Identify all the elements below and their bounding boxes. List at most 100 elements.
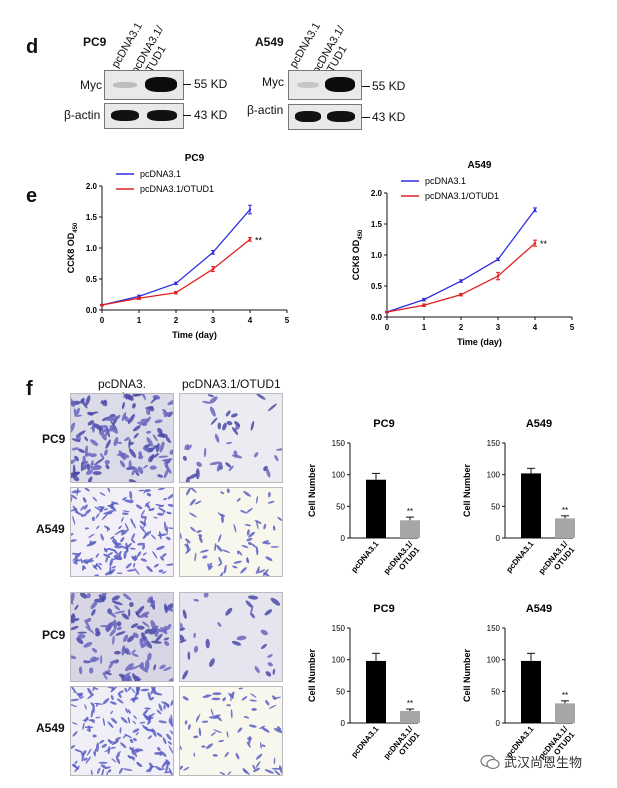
cell [163, 521, 167, 532]
cell [185, 476, 190, 482]
cell [121, 675, 131, 681]
cell [127, 413, 136, 424]
cell [230, 413, 238, 418]
cell [105, 557, 108, 563]
cell [168, 767, 173, 775]
cell [128, 438, 131, 449]
cell [139, 721, 146, 724]
cell [105, 464, 110, 470]
cell [122, 768, 133, 771]
data-point [137, 297, 141, 300]
cell [272, 696, 282, 700]
cell [120, 537, 125, 543]
cell [260, 643, 267, 650]
cell [71, 539, 77, 543]
cell [250, 693, 257, 698]
cell [90, 601, 98, 610]
y-tick-label: 150 [487, 439, 501, 448]
cell [127, 709, 131, 714]
cell [133, 678, 142, 681]
cell [147, 713, 155, 718]
cell [120, 545, 127, 549]
cell [189, 488, 197, 493]
cell [115, 737, 122, 741]
y-tick-label: 0.5 [371, 282, 383, 291]
cell [101, 416, 111, 421]
cell [165, 465, 172, 474]
cell [186, 444, 192, 451]
cell [116, 572, 123, 575]
cell [90, 709, 94, 718]
cell [127, 635, 135, 643]
cell [82, 497, 87, 503]
cell [80, 696, 84, 700]
y-tick-label: 150 [332, 624, 346, 633]
cell [73, 691, 78, 693]
data-point [459, 293, 463, 296]
cell [87, 476, 93, 482]
cell [265, 671, 272, 677]
cell [272, 525, 276, 531]
cell [95, 627, 100, 634]
cell [77, 552, 82, 558]
cell [164, 640, 170, 647]
cell [92, 471, 102, 476]
cell [104, 459, 110, 465]
cell [137, 551, 142, 557]
cell [85, 756, 91, 764]
y-axis-label: Cell Number [307, 463, 317, 517]
data-point [211, 251, 215, 254]
cell [152, 551, 158, 559]
cell [86, 748, 92, 756]
cell [81, 513, 88, 517]
cell [163, 469, 169, 479]
cell [112, 537, 118, 544]
cell [80, 399, 88, 409]
cell [136, 542, 146, 546]
cell [153, 516, 158, 519]
cell [114, 739, 119, 743]
cell [132, 673, 137, 681]
cell [102, 717, 106, 727]
cell [134, 555, 137, 560]
cell [113, 650, 121, 655]
micrograph-background [180, 488, 282, 576]
cell [82, 722, 85, 731]
cell [134, 394, 143, 397]
cell [84, 488, 90, 492]
cell [184, 720, 188, 725]
cell [86, 469, 93, 475]
cell [144, 659, 150, 671]
cell [146, 565, 153, 573]
x-tick-label: 3 [211, 316, 216, 325]
cck8-chart-pc9: PC9 0 1 2 3 4 5 0.0 0.5 1.0 1.5 2.0 Time (day) CCK8 O… [66, 153, 290, 340]
cell [242, 768, 250, 775]
cell [249, 699, 257, 702]
cell [160, 751, 167, 757]
cell [251, 707, 257, 711]
cell [89, 667, 94, 674]
cell [202, 555, 208, 559]
cell [156, 545, 165, 551]
cell [228, 692, 234, 699]
cell [255, 761, 261, 769]
cell [84, 557, 94, 563]
bar-chart-a549-1: A549 0 50 100 150 Cell Number pcDNA3.1 pcDNA3.1… [462, 418, 577, 576]
cell [207, 563, 210, 569]
cell [107, 738, 112, 745]
cell [156, 709, 162, 715]
cell [109, 425, 119, 434]
cell [112, 415, 118, 425]
x-tick-label: pcDNA3.1/OTUD1 [382, 724, 422, 767]
cell [109, 413, 116, 418]
cell [182, 609, 187, 620]
significance-marker: ** [562, 506, 568, 515]
cell [157, 512, 164, 516]
blot-actin [104, 103, 184, 129]
cell [260, 629, 268, 636]
cell [143, 713, 149, 721]
cell [140, 515, 147, 519]
x-tick-label: 2 [174, 316, 179, 325]
cell [167, 527, 173, 530]
micrograph-pc9-control [70, 393, 174, 483]
